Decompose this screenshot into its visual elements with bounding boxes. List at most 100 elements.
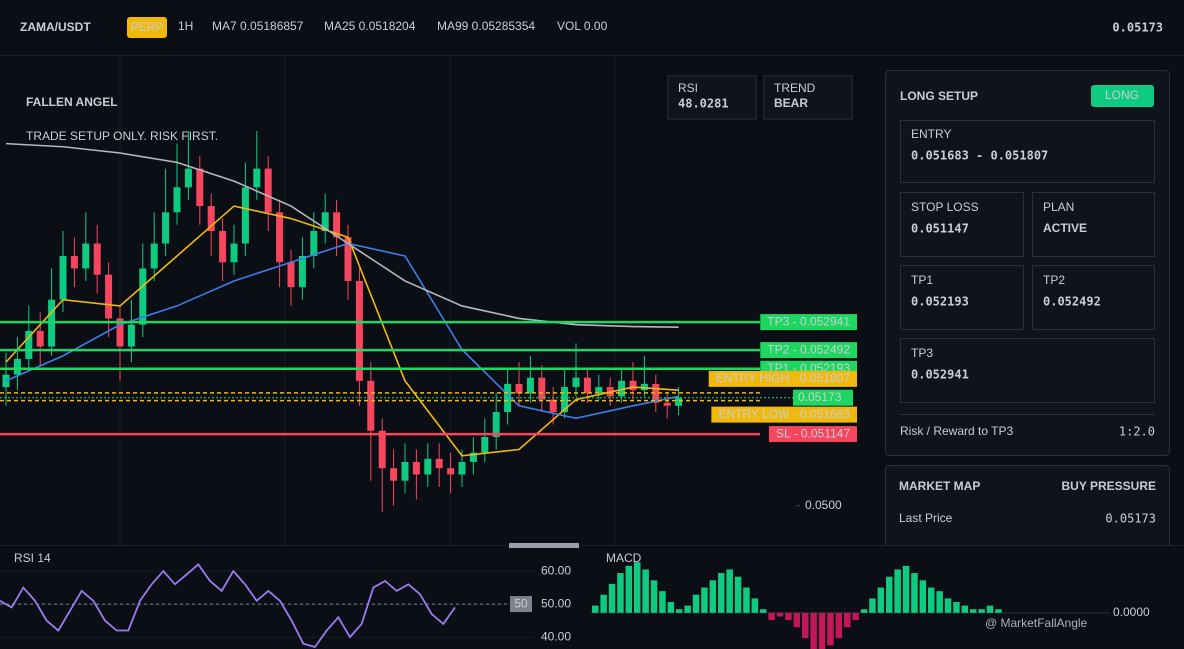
trend-box bbox=[763, 75, 853, 120]
rsi-label: RSI bbox=[678, 81, 698, 95]
candle-body bbox=[207, 206, 215, 232]
candle-body bbox=[25, 330, 33, 359]
trend-label: TREND bbox=[774, 81, 816, 95]
macd-bar bbox=[877, 587, 885, 613]
candle-body bbox=[435, 458, 443, 469]
macd-bar bbox=[600, 594, 607, 613]
level-tag bbox=[760, 314, 857, 331]
last-price-tag bbox=[793, 389, 853, 406]
candle-body bbox=[219, 231, 227, 263]
candle-body bbox=[70, 255, 78, 269]
macd-bar bbox=[944, 598, 952, 613]
sl-label: STOP LOSS bbox=[911, 200, 979, 214]
macd-bar bbox=[659, 591, 666, 613]
y-tick-label: 40.00 bbox=[541, 629, 571, 643]
macd-bar bbox=[928, 587, 935, 613]
candle-body bbox=[583, 377, 591, 394]
candle-body bbox=[13, 358, 21, 375]
level-tag bbox=[711, 406, 857, 423]
candle-body bbox=[595, 387, 603, 394]
candle-body bbox=[241, 187, 249, 244]
y-tick-label: 0.0500 bbox=[805, 498, 842, 512]
macd-bar bbox=[650, 580, 658, 613]
sl-value: 0.051147 bbox=[911, 222, 969, 236]
rsi-box bbox=[667, 75, 757, 120]
plan-label: PLAN bbox=[1043, 200, 1074, 214]
macd-bar bbox=[995, 609, 1002, 613]
candle-body bbox=[492, 412, 500, 438]
volume: VOL 0.00 bbox=[557, 19, 608, 33]
candle-body bbox=[526, 377, 534, 394]
candle-body bbox=[675, 397, 683, 406]
rsi-line bbox=[0, 563, 456, 649]
macd-bar bbox=[978, 609, 985, 613]
candle-body bbox=[515, 383, 523, 394]
tp3-value: 0.052941 bbox=[911, 368, 969, 382]
plan-value: ACTIVE bbox=[1043, 221, 1087, 235]
y-tick-label: 50.00 bbox=[541, 596, 571, 610]
macd-bar bbox=[852, 612, 859, 621]
rsi-value: 48.0281 bbox=[678, 97, 729, 111]
macd-bar bbox=[919, 580, 927, 613]
macd-bar bbox=[961, 605, 969, 613]
macd-bar bbox=[608, 583, 616, 613]
candle-body bbox=[287, 262, 295, 288]
macd-bar bbox=[970, 609, 977, 613]
candle-body bbox=[447, 468, 455, 475]
level-label: TP3 - 0.052941 bbox=[767, 314, 850, 328]
last-price: 0.05173 bbox=[1112, 21, 1163, 35]
candle-body bbox=[321, 212, 329, 232]
candle-body bbox=[36, 330, 44, 347]
subtitle: TRADE SETUP ONLY. RISK FIRST. bbox=[26, 129, 218, 143]
candle-body bbox=[538, 377, 546, 400]
candle-body bbox=[561, 387, 569, 413]
macd-bar bbox=[902, 565, 910, 613]
macd-bar bbox=[718, 573, 725, 613]
macd-bar bbox=[768, 612, 775, 621]
macd-bar bbox=[886, 576, 893, 613]
rsi-level-tag bbox=[510, 596, 532, 613]
scroll-handle bbox=[509, 543, 579, 548]
tp2-value: 0.052492 bbox=[1043, 295, 1101, 309]
tp2-label: TP2 bbox=[1043, 273, 1065, 287]
last-price-label: 0.05173 bbox=[798, 390, 842, 404]
badge-text: PERP bbox=[131, 20, 164, 34]
macd-bar bbox=[684, 605, 691, 613]
candle-body bbox=[196, 168, 204, 207]
macd-bar bbox=[642, 569, 649, 613]
candle-body bbox=[276, 212, 284, 263]
macd-bar bbox=[776, 612, 784, 617]
macd-bar bbox=[936, 591, 943, 613]
candle-body bbox=[572, 377, 580, 388]
market-status: BUY PRESSURE bbox=[1062, 479, 1156, 493]
macd-bar bbox=[751, 598, 759, 613]
symbol: ZAMA/USDT bbox=[20, 20, 91, 34]
watermark: @ MarketFallAngle bbox=[985, 616, 1088, 630]
candle-body bbox=[162, 212, 170, 244]
candle-body bbox=[93, 243, 101, 275]
candle-body bbox=[59, 255, 67, 300]
macd-bar bbox=[592, 605, 599, 613]
macd-bar bbox=[634, 562, 641, 613]
candle-body bbox=[333, 212, 341, 238]
candle-body bbox=[173, 187, 181, 213]
macd-bar bbox=[911, 573, 918, 613]
candle-body bbox=[390, 468, 398, 481]
candle-body bbox=[150, 243, 158, 269]
panel-title: RSI 14 bbox=[14, 551, 51, 565]
watermark-title: FALLEN ANGEL bbox=[26, 95, 118, 109]
macd-bar bbox=[692, 594, 700, 613]
candle-body bbox=[504, 383, 512, 413]
y-tick-label: 60.00 bbox=[541, 563, 571, 577]
candle-body bbox=[458, 461, 466, 475]
candle-body bbox=[412, 461, 420, 475]
indicators: RSI 14 60.00 50.00 40.00 50 MACD 0.0000 bbox=[0, 551, 1150, 649]
candle-body bbox=[253, 168, 261, 188]
setup-badge-text: LONG bbox=[1105, 88, 1139, 102]
candle-body bbox=[629, 380, 637, 391]
tp2-box bbox=[1032, 265, 1155, 330]
candle-body bbox=[344, 237, 352, 281]
ma7: MA7 0.05186857 bbox=[212, 19, 304, 33]
